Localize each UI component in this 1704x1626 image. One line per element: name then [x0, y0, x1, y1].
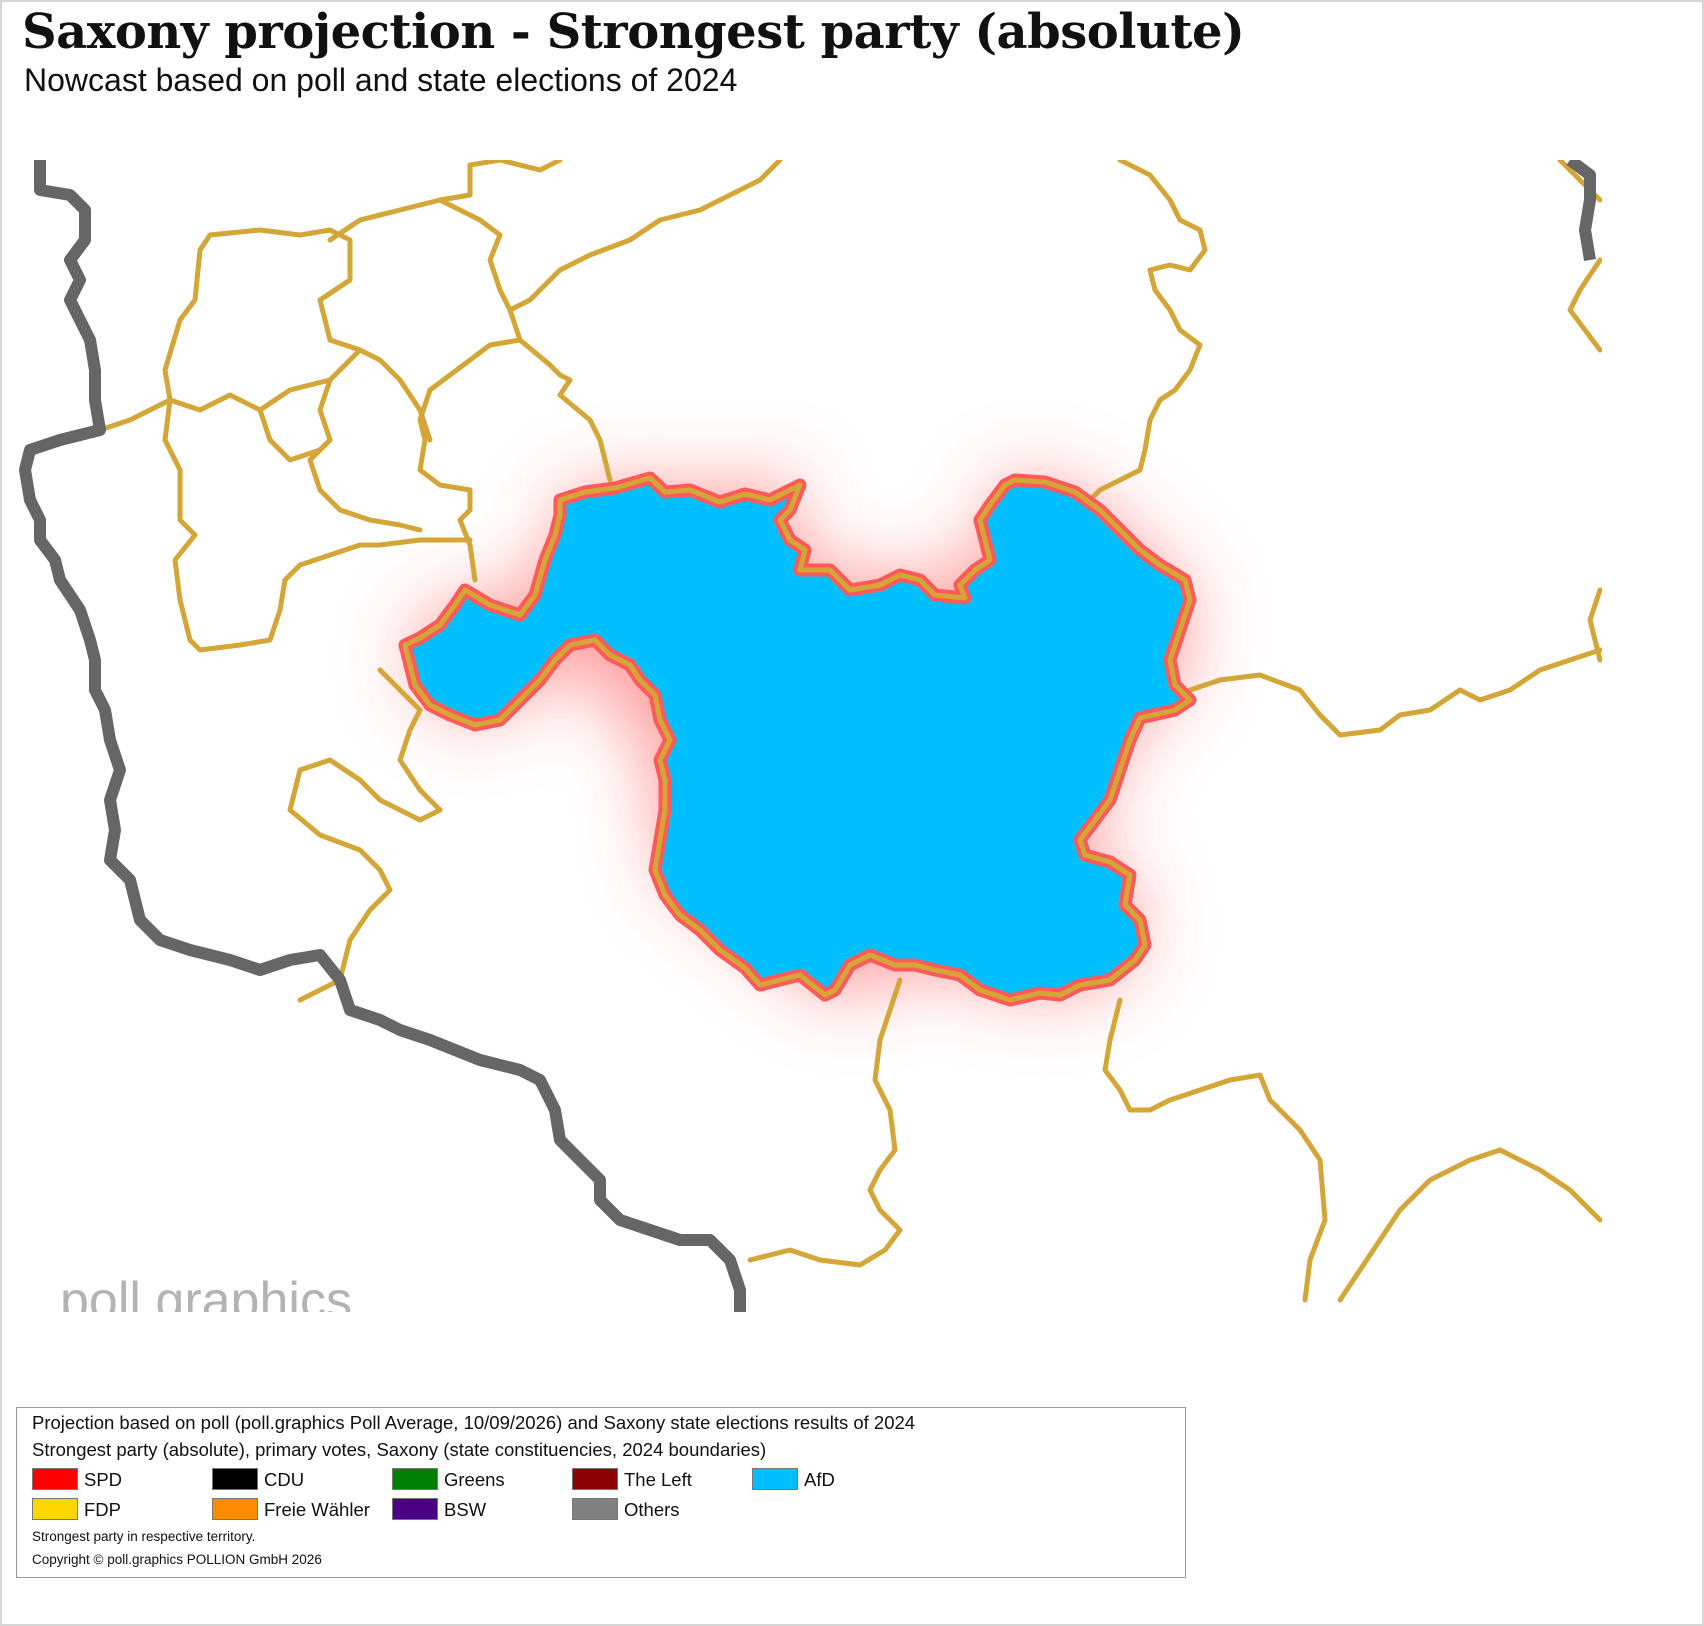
legend: Projection based on poll (poll.graphics …	[16, 1407, 1186, 1578]
legend-label-cdu: CDU	[264, 1469, 305, 1490]
legend-note: Strongest party in respective territory.	[32, 1529, 256, 1544]
legend-swatch-freie-waehler	[212, 1498, 258, 1520]
constituency-afd-outline	[402, 475, 1193, 1003]
legend-label-greens: Greens	[444, 1469, 505, 1490]
copyright: Copyright © poll.graphics POLLION GmbH 2…	[32, 1552, 322, 1567]
legend-swatch-fdp	[32, 1498, 78, 1520]
legend-label-bsw: BSW	[444, 1499, 487, 1520]
map-svg: poll.graphics	[19, 160, 1602, 1312]
legend-swatch-the-left	[572, 1468, 618, 1490]
state-border	[19, 160, 746, 1312]
constituency-afd-highlighted[interactable]	[398, 471, 1197, 1007]
legend-label-others: Others	[624, 1499, 680, 1520]
legend-description-line: Strongest party (absolute), primary vote…	[32, 1439, 767, 1460]
legend-swatch-afd	[752, 1468, 798, 1490]
map-title: Saxony projection - Strongest party (abs…	[22, 4, 1245, 60]
legend-label-fdp: FDP	[84, 1499, 121, 1520]
legend-swatch-bsw	[392, 1498, 438, 1520]
legend-swatch-cdu	[212, 1468, 258, 1490]
legend-source-line: Projection based on poll (poll.graphics …	[32, 1412, 916, 1433]
state-border-east	[1566, 160, 1596, 261]
map-subtitle: Nowcast based on poll and state election…	[24, 62, 738, 98]
constituency-borders	[97, 160, 1602, 1303]
watermark: poll.graphics	[60, 1272, 352, 1312]
legend-swatch-greens	[392, 1468, 438, 1490]
legend-swatch-others	[572, 1498, 618, 1520]
legend-label-freie-waehler: Freie Wähler	[264, 1499, 370, 1520]
legend-swatch-spd	[32, 1468, 78, 1490]
legend-label-spd: SPD	[84, 1469, 123, 1490]
legend-label-the-left: The Left	[624, 1469, 692, 1490]
map-area: poll.graphics	[0, 160, 1704, 1312]
legend-label-afd: AfD	[804, 1469, 835, 1490]
